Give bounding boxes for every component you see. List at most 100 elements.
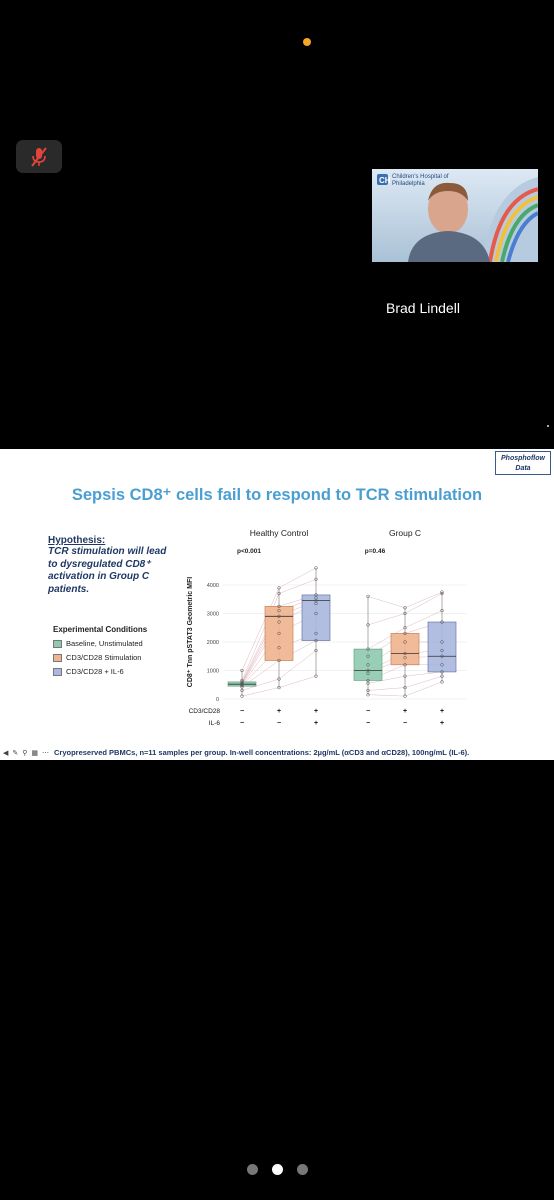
hypothesis-colon: : [101,535,106,546]
data-point [277,586,281,590]
row-label: CD3/CD28 [189,708,221,715]
y-tick-label: 3000 [207,611,219,617]
data-point [314,566,318,570]
cd3cd28-sign: + [314,708,318,715]
data-point [366,688,370,693]
data-point [440,640,444,644]
condition-label: CD3/CD28 Stimulation [66,653,142,662]
data-point [403,631,407,636]
data-point [440,590,444,594]
boxplot-chart: 0 1000 2000 3000 4000 CD8⁺ Tnn pSTAT3 Geometr… [187,528,467,727]
data-point [277,646,281,650]
data-point [240,678,244,683]
cd3cd28-sign: − [240,708,244,715]
data-point [403,674,407,678]
data-point [403,640,407,644]
data-point [440,620,444,624]
cd3cd28-sign: + [403,708,407,715]
condition-cd3cd28: CD3/CD28 Stimulation [53,653,141,662]
data-point [403,651,407,656]
data-point [277,591,281,596]
data-point [440,670,444,674]
paired-sample-line [367,591,443,609]
video-logo-text: Children's Hospital of Philadelphia [392,174,449,187]
edge-marker [547,425,549,427]
data-point [314,648,318,653]
condition-label: Baseline, Unstimulated [66,639,143,648]
zoom-icon[interactable]: ⚲ [22,750,28,757]
data-point [403,694,407,698]
slide-footer: Cryopreserved PBMCs, n=11 samples per gr… [54,748,470,757]
data-point [314,638,318,643]
back-arrow-icon[interactable]: ◀ [3,750,9,757]
cd3cd28-sign: − [366,708,370,715]
data-point [403,626,407,630]
data-point [366,594,370,599]
data-point [440,674,444,678]
mute-button[interactable] [16,140,62,173]
il6-sign: − [403,720,407,727]
data-point [240,680,244,684]
mic-off-icon [31,146,47,167]
il6-sign: − [240,720,244,727]
data-point [277,608,281,613]
il6-sign: − [277,720,281,727]
participant-name: Brad Lindell [386,300,460,316]
pen-icon[interactable]: ✎ [12,750,19,757]
data-point [277,614,281,618]
participant-video[interactable]: CH Children's Hospital of Philadelphia [372,169,538,262]
page-dot[interactable] [296,1164,308,1175]
data-point [277,658,281,663]
data-point [440,663,444,667]
data-point [277,685,281,690]
y-tick-label: 4000 [207,583,219,589]
y-tick-label: 2000 [207,640,219,646]
il6-sign: + [314,720,318,727]
more-options-icon[interactable]: ⋯ [42,750,50,757]
data-point [314,577,318,581]
page-indicator [0,1164,554,1175]
condition-label: CD3/CD28 + IL-6 [66,667,124,676]
data-point [277,620,281,624]
y-axis-label: CD8⁺ Tnn pSTAT3 Geometric MFI [187,577,194,687]
il6-sign: − [366,720,370,727]
box-baseline [353,648,383,681]
panel-title: Healthy Control [250,528,309,538]
data-point [277,677,281,681]
paired-sample-line [241,567,317,671]
cd3cd28-swatch [53,653,62,662]
data-point [277,604,281,608]
paired-sample-line [241,675,317,697]
data-point [314,593,318,597]
il6-sign: + [440,720,444,727]
data-point [403,656,407,660]
hypothesis-label: Hypothesis [48,535,102,546]
condition-il6: CD3/CD28 + IL-6 [53,667,124,676]
data-point [440,654,444,658]
data-point [314,674,318,678]
page-dot-active[interactable] [271,1164,283,1175]
data-point [366,647,370,651]
box-il6 [427,621,457,673]
slide-title: Sepsis CD8⁺ cells fail to respond to TCR… [71,486,483,504]
cd3cd28-sign: + [277,708,281,715]
data-point [403,663,407,667]
data-point [403,685,407,690]
data-point [440,591,444,596]
y-tick-label: 0 [216,697,219,703]
condition-baseline: Baseline, Unstimulated [53,639,143,648]
data-point [403,606,407,610]
phosphoflow-badge: Phosphoflow Data [495,451,551,475]
badge-line-1: Phosphoflow [501,455,545,462]
box-il6 [301,594,331,641]
data-point [440,680,444,684]
il6-swatch [53,667,62,676]
slides-grid-icon[interactable]: ▦ [31,750,39,757]
data-point [403,611,407,616]
p-value-label: p=0.46 [365,548,386,555]
page-dot[interactable] [246,1164,258,1175]
box-cd3cd28 [390,633,420,666]
cd3cd28-sign: + [440,708,444,715]
box-cd3cd28 [264,605,294,661]
data-point [366,654,370,658]
